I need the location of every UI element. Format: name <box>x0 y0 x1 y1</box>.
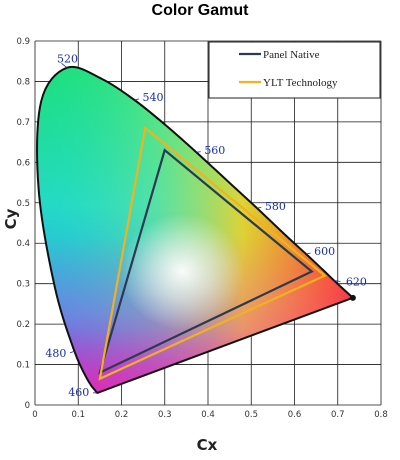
legend-entry: YLT Technology <box>263 77 338 89</box>
y-tick-label: 0.5 <box>16 199 30 209</box>
y-tick-label: 0.2 <box>16 320 30 330</box>
x-tick-label: 0.6 <box>288 410 302 420</box>
y-tick-label: 0 <box>25 401 30 411</box>
y-tick-label: 0.7 <box>16 118 30 128</box>
fill-white-point <box>120 213 245 330</box>
legend-entry: Panel Native <box>263 49 320 61</box>
wavelength-tick <box>69 350 75 354</box>
wavelength-tick <box>61 62 68 69</box>
wavelength-label: 580 <box>265 200 286 213</box>
x-tick-label: 0.8 <box>374 410 388 420</box>
x-tick-label: 0.2 <box>115 410 129 420</box>
x-tick-label: 0.5 <box>244 410 258 420</box>
legend-box <box>208 41 381 99</box>
x-tick-label: 0.1 <box>71 410 85 420</box>
y-tick-label: 0.8 <box>16 77 30 87</box>
x-tick-label: 0 <box>32 410 37 420</box>
y-tick-label: 0.1 <box>16 361 30 371</box>
wavelength-label: 480 <box>45 347 66 360</box>
y-tick-label: 0.6 <box>16 158 30 168</box>
wavelength-label: 600 <box>314 245 335 258</box>
gamut-triangle-ylt-technology <box>98 125 327 381</box>
wavelength-label: 540 <box>142 91 163 104</box>
wavelength-tick <box>134 98 139 101</box>
x-tick-label: 0.7 <box>331 410 345 420</box>
gamut-triangle-panel-native <box>98 148 314 375</box>
x-tick-label: 0.3 <box>158 410 172 420</box>
locus-end-point <box>349 294 356 301</box>
x-tick-label: 0.4 <box>201 410 215 420</box>
spectral-locus-outline <box>36 65 355 395</box>
wavelength-tick <box>196 151 201 153</box>
y-tick-label: 0.3 <box>16 280 30 290</box>
y-tick-label: 0.9 <box>16 37 30 47</box>
chart-title: Color Gamut <box>151 2 249 19</box>
wavelength-label: 620 <box>346 275 367 288</box>
y-tick-label: 0.4 <box>16 239 30 249</box>
wavelength-label: 460 <box>68 386 89 399</box>
wavelength-tick <box>333 280 341 282</box>
wavelength-label: 560 <box>204 144 225 157</box>
labels: 460 480 520 540 560 580 600 620 <box>45 53 367 399</box>
legend: Panel Native YLT Technology <box>208 41 381 99</box>
series <box>36 65 356 395</box>
wavelength-tick <box>256 207 262 209</box>
wavelength-tick <box>306 252 311 255</box>
wavelength-label: 520 <box>57 53 78 66</box>
x-axis-label: Cx <box>196 436 218 454</box>
